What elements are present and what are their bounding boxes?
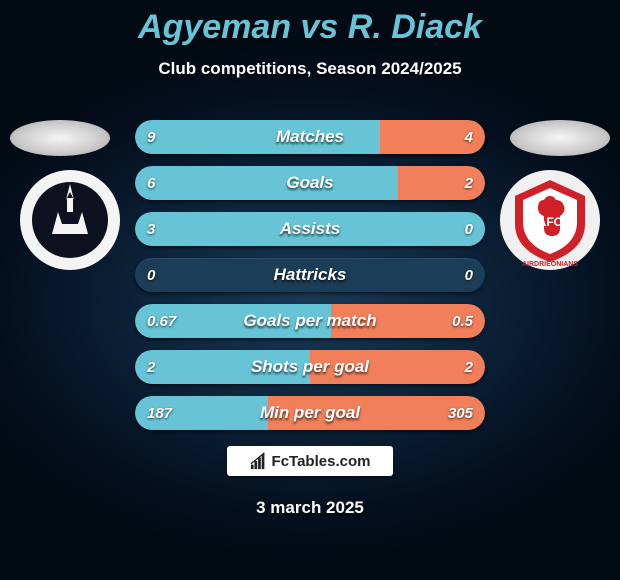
player-right-avatar-placeholder (510, 120, 610, 156)
stat-value-right: 0 (465, 212, 473, 246)
stat-label: Shots per goal (251, 357, 369, 377)
date-label: 3 march 2025 (0, 498, 620, 518)
stat-value-right: 2 (465, 166, 473, 200)
stat-value-right: 0.5 (452, 304, 473, 338)
stat-bars: 9 4 Matches 6 2 Goals 3 0 Assists 0 0 Hattricks 0.67… (135, 120, 485, 442)
brand-text: FcTables.com (272, 453, 371, 470)
stat-label: Goals (286, 173, 333, 193)
page-title: Agyeman vs R. Diack (0, 0, 620, 47)
stat-value-left: 187 (147, 396, 172, 430)
stat-row: 0.67 0.5 Goals per match (135, 304, 485, 338)
stat-value-left: 9 (147, 120, 155, 154)
stat-row: 0 0 Hattricks (135, 258, 485, 292)
page-subtitle: Club competitions, Season 2024/2025 (0, 59, 620, 79)
stat-row: 9 4 Matches (135, 120, 485, 154)
stat-value-right: 2 (465, 350, 473, 384)
stat-row: 187 305 Min per goal (135, 396, 485, 430)
stat-value-right: 305 (448, 396, 473, 430)
stat-value-left: 2 (147, 350, 155, 384)
stat-label: Assists (280, 219, 340, 239)
crest-left-text: ALKIR (53, 245, 87, 257)
crest-right-ribbon: AIRDRIEONIANS (522, 261, 578, 268)
stat-label: Goals per match (243, 311, 376, 331)
stat-value-right: 4 (465, 120, 473, 154)
stat-label: Matches (276, 127, 344, 147)
stat-value-left: 3 (147, 212, 155, 246)
stat-fill-left (135, 166, 398, 200)
crest-right-text: AFC (538, 215, 563, 229)
club-crest-right: AFC AIRDRIEONIANS (500, 170, 600, 270)
stat-value-left: 6 (147, 166, 155, 200)
stat-value-left: 0 (147, 258, 155, 292)
club-crest-left: ALKIR (20, 170, 120, 270)
brand-badge: FcTables.com (227, 446, 393, 476)
comparison-card: Agyeman vs R. Diack Club competitions, S… (0, 0, 620, 580)
falkirk-crest-icon: ALKIR (20, 170, 120, 270)
stat-row: 2 2 Shots per goal (135, 350, 485, 384)
player-left-avatar-placeholder (10, 120, 110, 156)
stat-label: Hattricks (274, 265, 347, 285)
stat-value-left: 0.67 (147, 304, 176, 338)
stat-row: 6 2 Goals (135, 166, 485, 200)
stat-row: 3 0 Assists (135, 212, 485, 246)
fctables-logo-icon (250, 452, 268, 470)
stat-value-right: 0 (465, 258, 473, 292)
stat-label: Min per goal (260, 403, 360, 423)
airdrieonians-crest-icon: AFC AIRDRIEONIANS (500, 170, 600, 270)
